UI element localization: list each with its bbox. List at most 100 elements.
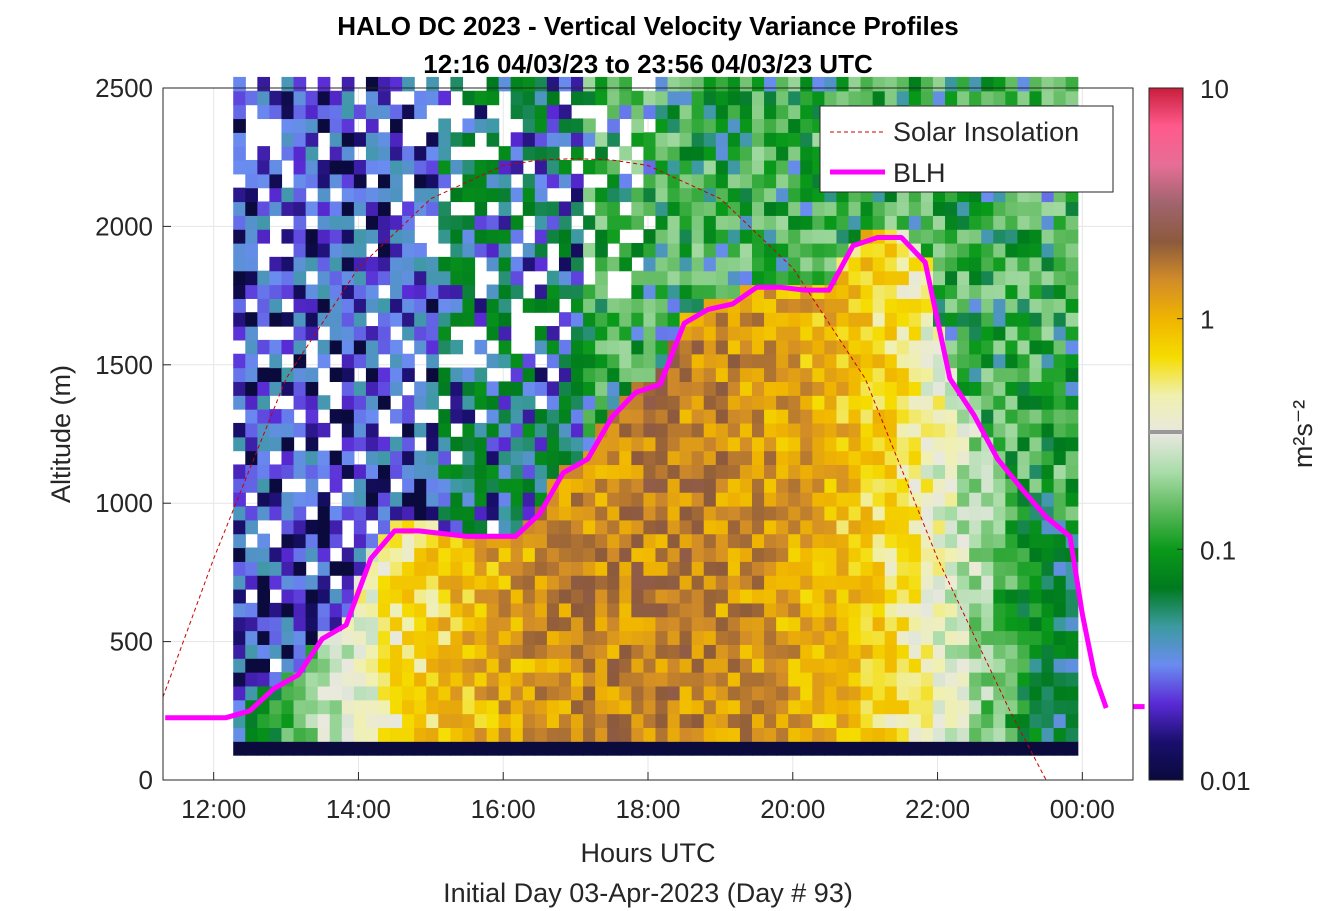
heatmap-cell — [281, 713, 295, 729]
heatmap-cell — [353, 312, 367, 327]
heatmap-cell — [546, 436, 560, 452]
heatmap-cell — [317, 450, 331, 466]
heatmap-cell — [257, 589, 271, 604]
heatmap-cell — [281, 519, 295, 535]
heatmap-cell — [679, 436, 693, 452]
heatmap-cell — [920, 353, 934, 369]
heatmap-cell — [619, 478, 632, 493]
heatmap-cell — [534, 146, 548, 161]
heatmap-cell — [619, 339, 632, 355]
heatmap-cell — [1065, 505, 1079, 521]
heatmap-cell — [655, 589, 669, 604]
heatmap-cell — [1041, 326, 1055, 341]
heatmap-cell — [908, 547, 922, 562]
heatmap-cell — [1029, 298, 1043, 313]
heatmap-cell — [498, 146, 512, 161]
heatmap-cell — [365, 187, 379, 203]
heatmap-cell — [800, 270, 813, 286]
heatmap-cell — [534, 409, 548, 424]
heatmap-cell — [1041, 616, 1055, 632]
heatmap-cell — [414, 685, 427, 701]
heatmap-cell — [812, 381, 825, 396]
heatmap-cell — [908, 256, 922, 272]
heatmap-cell — [583, 478, 596, 493]
heatmap-cell — [558, 159, 572, 175]
heatmap-cell — [631, 270, 645, 286]
heatmap-cell — [872, 464, 886, 479]
heatmap-cell — [800, 616, 813, 632]
heatmap-cell — [269, 409, 283, 424]
heatmap-cell — [510, 215, 524, 230]
heatmap-cell — [486, 256, 500, 272]
heatmap-cell — [426, 90, 439, 106]
heatmap-cell — [595, 561, 608, 576]
heatmap-cell — [293, 118, 307, 133]
heatmap-cell — [353, 533, 367, 549]
heatmap-cell — [450, 395, 464, 410]
heatmap-cell — [1041, 630, 1055, 645]
heatmap-cell — [607, 505, 620, 521]
heatmap-cell — [1065, 339, 1079, 355]
heatmap-cell — [233, 256, 246, 272]
heatmap-cell — [655, 256, 669, 272]
heatmap-cell — [932, 436, 946, 452]
heatmap-cell — [390, 699, 403, 715]
heatmap-cell — [607, 118, 620, 133]
heatmap-cell — [764, 547, 777, 562]
heatmap-cell — [1053, 589, 1067, 604]
heatmap-cell — [341, 547, 355, 562]
heatmap-cell — [534, 575, 548, 590]
heatmap-cell — [981, 547, 994, 562]
heatmap-cell — [800, 464, 813, 479]
heatmap-cell — [305, 492, 319, 507]
heatmap-cell — [390, 464, 403, 479]
heatmap-cell — [402, 727, 415, 742]
heatmap-cell — [462, 672, 476, 687]
heatmap-cell — [607, 561, 620, 576]
heatmap-cell — [305, 422, 319, 438]
heatmap-cell — [293, 367, 307, 383]
heatmap-cell — [908, 602, 922, 618]
heatmap-cell — [824, 658, 838, 673]
heatmap-cell — [739, 353, 753, 369]
heatmap-cell — [969, 727, 982, 742]
heatmap-cell — [317, 713, 331, 729]
heatmap-cell — [329, 132, 343, 147]
heatmap-cell — [848, 519, 862, 535]
heatmap-cell — [727, 741, 741, 756]
heatmap-cell — [969, 616, 982, 632]
heatmap-cell — [474, 575, 488, 590]
heatmap-cell — [462, 118, 476, 133]
heatmap-cell — [595, 132, 608, 147]
heatmap-cell — [245, 602, 258, 618]
heatmap-cell — [377, 298, 391, 313]
heatmap-cell — [607, 256, 620, 272]
heatmap-cell — [1005, 395, 1019, 410]
heatmap-cell — [727, 76, 741, 92]
heatmap-cell — [402, 229, 415, 244]
heatmap-cell — [462, 741, 476, 756]
heatmap-cell — [558, 630, 572, 645]
heatmap-cell — [824, 367, 838, 383]
heatmap-cell — [896, 741, 910, 756]
heatmap-cell — [607, 575, 620, 590]
heatmap-cell — [824, 505, 838, 521]
heatmap-cell — [703, 533, 717, 549]
heatmap-cell — [390, 243, 403, 258]
heatmap-cell — [739, 76, 753, 92]
heatmap-cell — [426, 256, 439, 272]
heatmap-cell — [969, 630, 982, 645]
heatmap-cell — [558, 436, 572, 452]
heatmap-cell — [341, 658, 355, 673]
heatmap-cell — [643, 519, 657, 535]
heatmap-cell — [353, 409, 367, 424]
heatmap-cell — [691, 326, 705, 341]
heatmap-cell — [498, 395, 512, 410]
heatmap-cell — [1041, 464, 1055, 479]
heatmap-cell — [438, 436, 451, 452]
heatmap-cell — [908, 409, 922, 424]
heatmap-cell — [607, 464, 620, 479]
heatmap-cell — [932, 478, 946, 493]
heatmap-cell — [836, 561, 850, 576]
heatmap-cell — [667, 644, 681, 659]
